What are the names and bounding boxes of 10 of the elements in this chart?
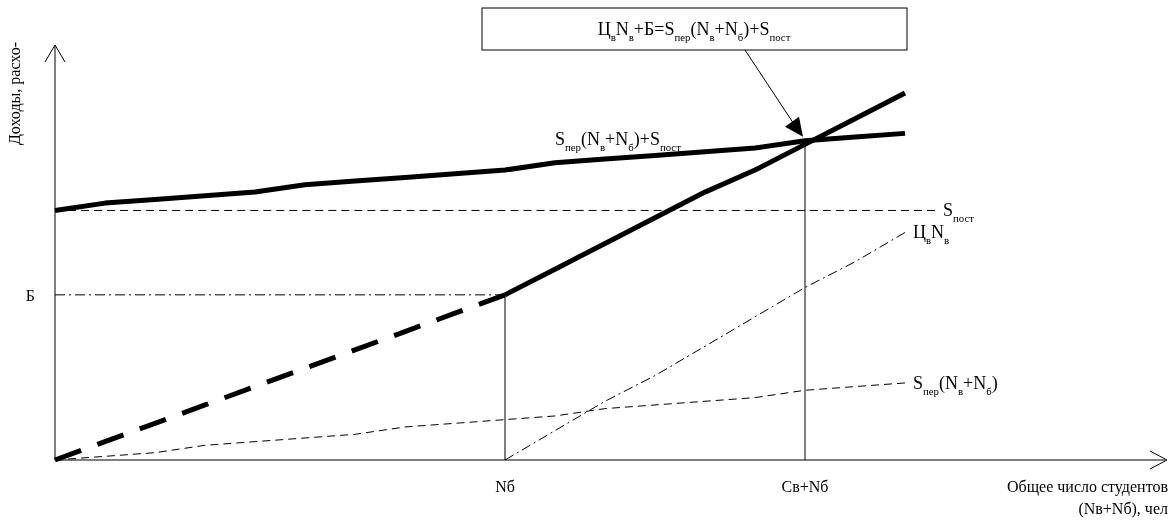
ref-line-label: S$_{пост}$ (943, 200, 975, 225)
x-tick-label: Nб (495, 478, 515, 495)
series-label: Ц$_{в}$N$_{в}$ (913, 222, 950, 247)
series-label: Б (25, 286, 35, 304)
text: Ц$_{в}$N$_{в}$+Б=S$_{пер}$(N$_{в}$+N$_{б}$)+S$_{пост}$ (597, 19, 791, 43)
series-label: S$_{пер}$(N$_{в}$+N$_{б}$)+S$_{пост}$ (555, 128, 682, 153)
y-axis-title: Доходы, расхо- (6, 42, 24, 146)
x-axis-title: Общее число студентов (Nв+Nб), чел (1007, 478, 1169, 518)
x-tick-label: Св+Nб (781, 478, 829, 495)
series-label: S$_{пер}$(N$_{в}$+N$_{б}$) (913, 372, 998, 397)
